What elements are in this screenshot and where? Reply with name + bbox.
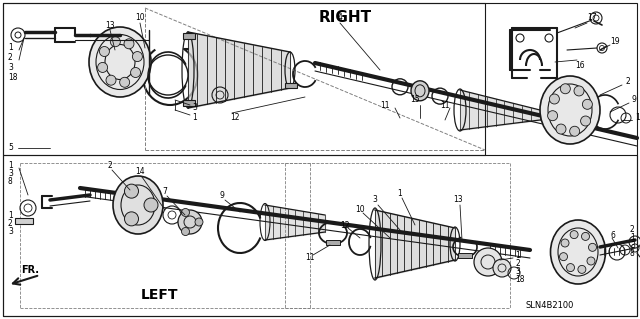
Circle shape bbox=[556, 124, 566, 134]
Text: 18: 18 bbox=[8, 73, 17, 83]
Ellipse shape bbox=[550, 220, 605, 284]
Circle shape bbox=[132, 52, 142, 62]
Text: 8: 8 bbox=[8, 176, 13, 186]
Text: 2: 2 bbox=[108, 160, 113, 169]
Text: 3: 3 bbox=[8, 63, 13, 72]
Circle shape bbox=[178, 210, 202, 234]
Text: LEFT: LEFT bbox=[141, 288, 179, 302]
Circle shape bbox=[582, 233, 589, 241]
Circle shape bbox=[578, 265, 586, 273]
Bar bbox=[183, 33, 195, 39]
Text: 15: 15 bbox=[410, 95, 420, 105]
Text: 2: 2 bbox=[8, 54, 13, 63]
Circle shape bbox=[99, 47, 109, 56]
Text: 1: 1 bbox=[515, 250, 520, 259]
Circle shape bbox=[125, 212, 138, 226]
Bar bbox=[183, 100, 195, 106]
Circle shape bbox=[549, 94, 559, 104]
Text: 2: 2 bbox=[625, 78, 630, 86]
Text: 3: 3 bbox=[193, 103, 197, 113]
Text: 18: 18 bbox=[515, 275, 525, 284]
Text: RIGHT: RIGHT bbox=[319, 11, 372, 26]
Circle shape bbox=[182, 227, 189, 235]
Circle shape bbox=[580, 116, 591, 126]
Text: 3: 3 bbox=[372, 196, 378, 204]
Text: 6: 6 bbox=[611, 231, 616, 240]
Circle shape bbox=[582, 99, 593, 109]
Text: 1: 1 bbox=[8, 211, 13, 219]
Ellipse shape bbox=[540, 76, 600, 144]
Circle shape bbox=[561, 239, 569, 247]
Circle shape bbox=[570, 231, 578, 239]
Circle shape bbox=[124, 39, 134, 49]
Circle shape bbox=[120, 77, 130, 87]
Text: 1: 1 bbox=[8, 43, 13, 53]
Circle shape bbox=[548, 111, 557, 121]
Text: 1: 1 bbox=[397, 189, 403, 197]
Circle shape bbox=[125, 184, 138, 198]
Circle shape bbox=[587, 257, 595, 265]
Circle shape bbox=[589, 243, 596, 251]
Circle shape bbox=[559, 253, 568, 261]
Text: 14: 14 bbox=[635, 114, 640, 122]
Circle shape bbox=[566, 263, 575, 271]
Bar bbox=[458, 253, 472, 258]
Text: 3: 3 bbox=[515, 266, 520, 276]
Circle shape bbox=[474, 248, 502, 276]
Text: 10: 10 bbox=[135, 13, 145, 23]
Text: 8: 8 bbox=[630, 249, 635, 258]
Text: 9: 9 bbox=[220, 190, 225, 199]
Text: 1: 1 bbox=[193, 114, 197, 122]
Ellipse shape bbox=[113, 176, 163, 234]
Text: 3: 3 bbox=[8, 226, 13, 235]
Circle shape bbox=[195, 218, 203, 226]
Text: 1: 1 bbox=[630, 234, 635, 242]
Circle shape bbox=[182, 209, 189, 217]
Text: 2: 2 bbox=[8, 219, 13, 227]
Text: 14: 14 bbox=[135, 167, 145, 176]
Bar bbox=[285, 83, 297, 88]
Ellipse shape bbox=[411, 81, 429, 101]
Text: 9: 9 bbox=[632, 95, 637, 105]
Text: 2: 2 bbox=[515, 258, 520, 268]
Text: 3: 3 bbox=[8, 168, 13, 177]
Text: 16: 16 bbox=[575, 61, 585, 70]
Text: 7: 7 bbox=[163, 188, 168, 197]
Text: 13: 13 bbox=[105, 20, 115, 29]
Text: 4: 4 bbox=[337, 13, 342, 23]
Text: 5: 5 bbox=[8, 144, 13, 152]
Circle shape bbox=[110, 37, 120, 47]
Text: 2: 2 bbox=[630, 226, 635, 234]
Circle shape bbox=[144, 198, 158, 212]
Text: 11: 11 bbox=[305, 254, 315, 263]
Text: 3: 3 bbox=[630, 241, 635, 250]
Text: 19: 19 bbox=[610, 38, 620, 47]
Text: 11: 11 bbox=[440, 100, 450, 109]
Bar bbox=[326, 240, 340, 245]
Text: 12: 12 bbox=[340, 220, 349, 229]
Circle shape bbox=[131, 68, 141, 78]
Text: 12: 12 bbox=[230, 114, 240, 122]
Bar bbox=[15, 218, 33, 224]
Circle shape bbox=[493, 259, 511, 277]
Text: 17: 17 bbox=[587, 13, 597, 23]
Ellipse shape bbox=[89, 27, 151, 97]
Text: 10: 10 bbox=[355, 205, 365, 214]
Text: 13: 13 bbox=[453, 196, 463, 204]
Circle shape bbox=[106, 75, 116, 85]
Text: SLN4B2100: SLN4B2100 bbox=[526, 300, 574, 309]
Text: 11: 11 bbox=[380, 100, 390, 109]
Text: FR.: FR. bbox=[21, 265, 39, 275]
Circle shape bbox=[98, 63, 108, 72]
Circle shape bbox=[561, 84, 570, 94]
Text: 1: 1 bbox=[8, 160, 13, 169]
Circle shape bbox=[570, 126, 580, 136]
Circle shape bbox=[574, 86, 584, 96]
